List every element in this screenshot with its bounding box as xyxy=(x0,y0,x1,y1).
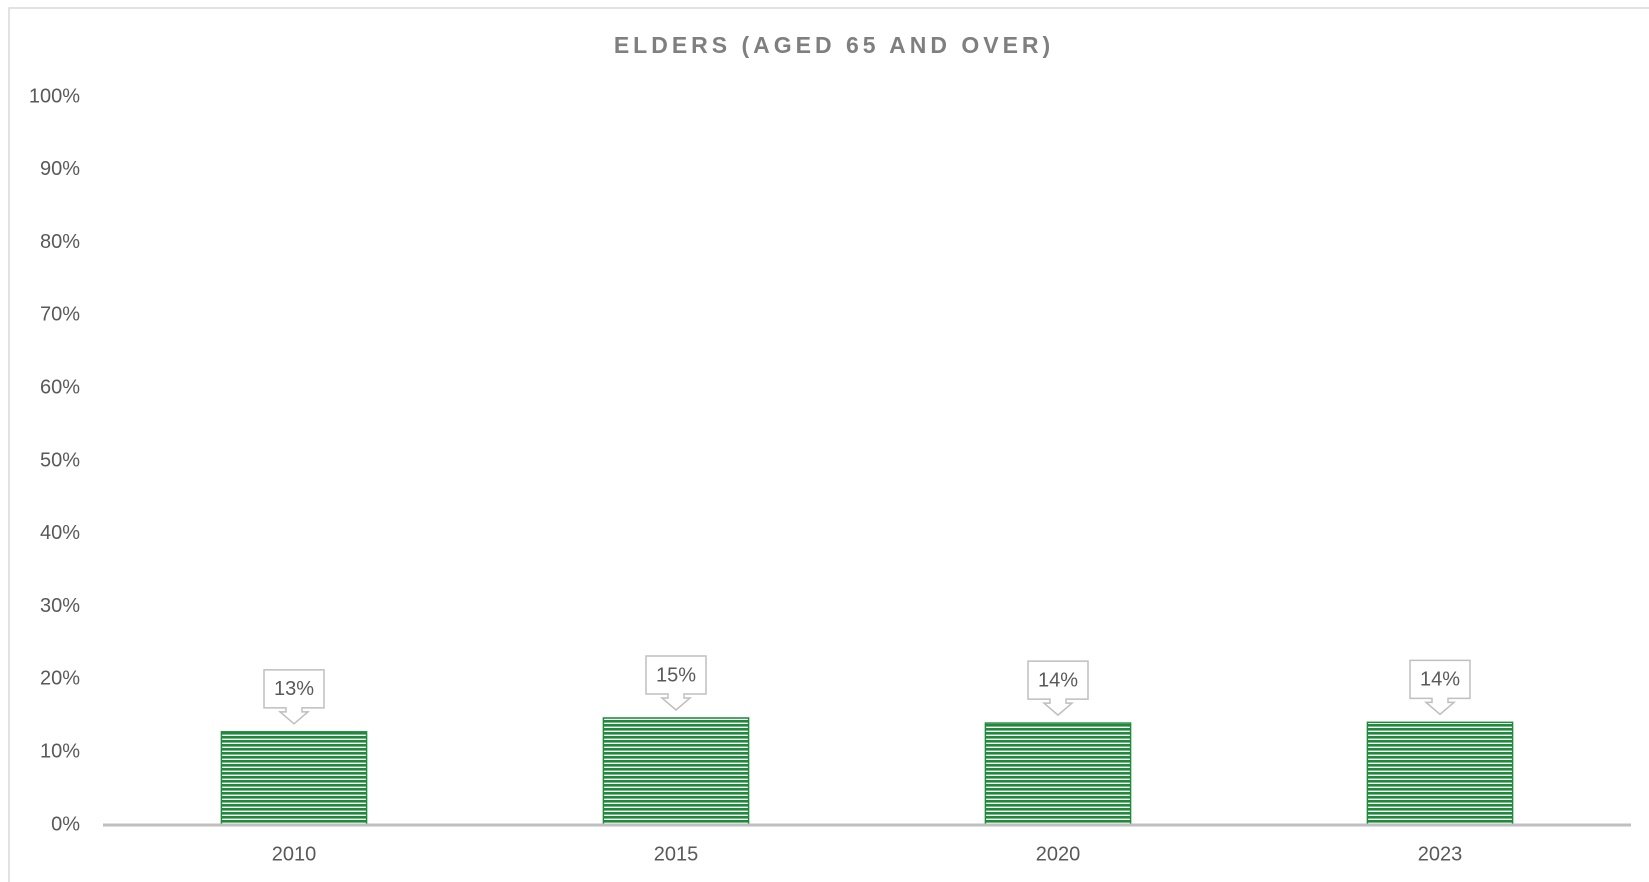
y-tick-label: 60% xyxy=(40,376,80,398)
x-tick-label: 2023 xyxy=(1418,843,1463,865)
y-tick-label: 40% xyxy=(40,522,80,544)
y-tick-label: 0% xyxy=(51,813,80,835)
data-label: 15% xyxy=(656,664,696,686)
y-tick-label: 50% xyxy=(40,449,80,471)
chart-title: ELDERS (AGED 65 AND OVER) xyxy=(614,32,1054,58)
x-tick-label: 2020 xyxy=(1036,843,1081,865)
x-tick-label: 2010 xyxy=(272,843,317,865)
y-tick-label: 70% xyxy=(40,304,80,326)
y-tick-label: 30% xyxy=(40,595,80,617)
data-label: 14% xyxy=(1038,669,1078,691)
y-tick-label: 80% xyxy=(40,231,80,253)
y-tick-label: 20% xyxy=(40,668,80,690)
y-tick-label: 10% xyxy=(40,740,80,762)
y-tick-label: 100% xyxy=(29,85,80,107)
data-label: 14% xyxy=(1420,669,1460,691)
bar xyxy=(984,722,1132,826)
bar xyxy=(1366,721,1514,826)
bar xyxy=(602,717,750,826)
data-label-callout xyxy=(645,655,707,711)
data-label: 13% xyxy=(274,678,314,700)
y-tick-label: 90% xyxy=(40,158,80,180)
data-label-callout xyxy=(1027,660,1089,717)
data-label-callout xyxy=(1409,659,1471,716)
x-tick-label: 2015 xyxy=(654,843,699,865)
bar xyxy=(220,731,368,826)
data-label-callout xyxy=(263,669,325,725)
